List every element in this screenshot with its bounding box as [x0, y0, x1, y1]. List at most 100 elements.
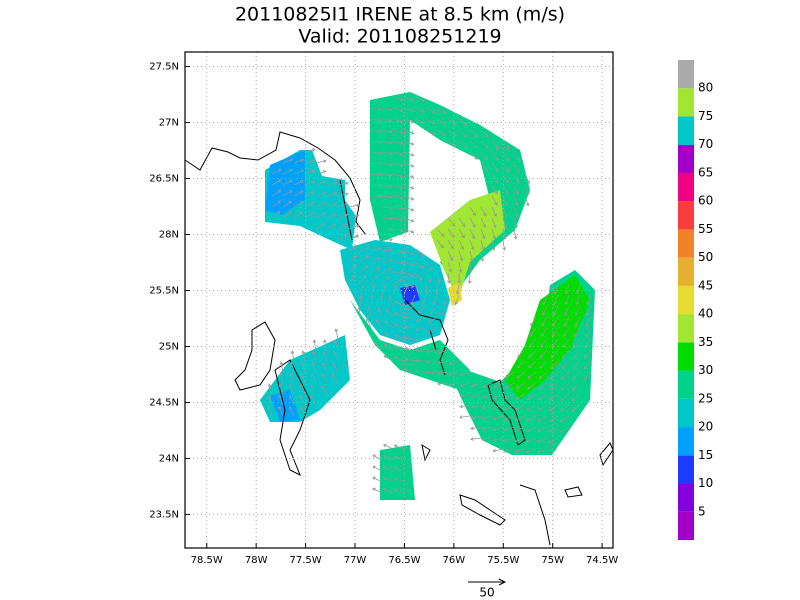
- wind-vector: [326, 212, 338, 219]
- wind-vector: [513, 151, 520, 162]
- wind-vector: [553, 283, 559, 295]
- wind-vector: [289, 383, 295, 395]
- wind-vector: [436, 272, 441, 284]
- wind-vector: [267, 405, 273, 417]
- wind-vector: [480, 140, 489, 150]
- wind-vector: [357, 306, 362, 318]
- wind-vector: [282, 168, 294, 175]
- wind-vector: [315, 180, 327, 186]
- wind-vector: [392, 173, 404, 178]
- wind-vector: [278, 383, 284, 395]
- wind-vector: [492, 415, 504, 421]
- wind-vector: [304, 190, 316, 197]
- wind-vector: [304, 180, 316, 186]
- wind-vector: [425, 261, 433, 271]
- wind-vector: [348, 203, 360, 208]
- wind-vector: [536, 448, 548, 454]
- wind-vector: [436, 228, 445, 237]
- wind-vector: [436, 239, 444, 249]
- wind-vector: [530, 316, 537, 327]
- wind-vector: [586, 294, 592, 306]
- wind-vector: [383, 355, 394, 362]
- colorbar-band: [678, 229, 694, 258]
- colorbar-band: [678, 314, 694, 343]
- wind-vector: [537, 415, 548, 422]
- x-tick-label: 77.5W: [290, 555, 322, 566]
- wind-vector: [458, 217, 466, 228]
- wind-vector: [537, 426, 548, 433]
- wind-vector: [573, 338, 581, 349]
- wind-vector: [321, 384, 328, 395]
- wind-vector: [403, 228, 415, 234]
- wind-vector: [293, 201, 304, 208]
- wind-vector: [457, 272, 462, 285]
- x-tick-label: 75W: [541, 555, 564, 566]
- wind-vector: [537, 393, 548, 401]
- wind-vector: [403, 283, 415, 288]
- wind-vector: [337, 192, 349, 197]
- wind-vector: [536, 437, 548, 443]
- wind-vector: [392, 260, 405, 264]
- wind-vector: [480, 206, 487, 217]
- wind-vector: [278, 394, 284, 406]
- wind-vector: [575, 283, 581, 295]
- wind-vector: [381, 276, 390, 285]
- wind-vector: [549, 371, 559, 380]
- wind-vector: [586, 305, 592, 317]
- wind-vector: [381, 267, 392, 274]
- wind-vector: [455, 283, 460, 295]
- x-tick-label: 77W: [344, 555, 367, 566]
- wind-vector: [337, 202, 349, 208]
- wind-vector: [491, 173, 499, 184]
- wind-vector: [334, 328, 339, 340]
- wind-vector: [459, 404, 471, 409]
- wind-vector: [447, 140, 457, 148]
- wind-vector: [290, 361, 295, 373]
- wind-vector: [403, 140, 415, 146]
- wind-vectors: [267, 96, 592, 494]
- wind-vector: [437, 360, 449, 365]
- wind-vector: [467, 272, 472, 285]
- wind-vector: [562, 338, 570, 348]
- wind-vector: [540, 327, 548, 338]
- wind-vector: [381, 258, 393, 263]
- wind-vector: [348, 214, 360, 219]
- speed-area: [430, 190, 505, 300]
- wind-vector: [459, 371, 471, 377]
- wind-vector: [312, 339, 317, 351]
- wind-vector: [382, 454, 394, 461]
- wind-vector: [526, 415, 537, 422]
- colorbar-label: 15: [698, 448, 713, 462]
- wind-vector: [337, 213, 349, 219]
- wind-vector: [293, 158, 305, 164]
- wind-vector: [504, 393, 515, 400]
- wind-vector: [414, 107, 426, 113]
- wind-vector: [427, 316, 438, 324]
- wind-vector: [550, 360, 559, 369]
- wind-vector: [514, 448, 526, 454]
- colorbar-label: 45: [698, 278, 713, 292]
- wind-vector: [392, 206, 404, 211]
- wind-vector: [480, 151, 489, 161]
- wind-vector: [560, 382, 570, 391]
- colorbar-band: [678, 144, 694, 173]
- wind-vector: [370, 118, 382, 123]
- wind-vector: [447, 129, 458, 137]
- wind-vector: [437, 381, 449, 386]
- colorbar-band: [678, 483, 694, 512]
- wind-vector: [561, 360, 570, 370]
- wind-vector: [315, 191, 327, 197]
- wind-vector: [525, 448, 537, 454]
- wind-vector: [425, 272, 432, 283]
- wind-vector: [381, 237, 394, 242]
- wind-vector: [470, 393, 482, 399]
- wind-vector: [447, 239, 454, 250]
- wind-vector: [393, 444, 405, 450]
- wind-vector: [552, 316, 559, 327]
- wind-vector: [513, 184, 520, 196]
- wind-vector: [304, 212, 315, 219]
- wind-vector: [502, 228, 507, 240]
- colorbar-label: 5: [698, 504, 706, 518]
- wind-vector: [459, 415, 471, 419]
